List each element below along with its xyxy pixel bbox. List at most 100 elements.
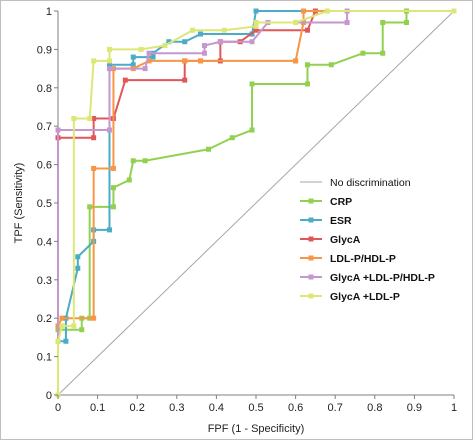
data-point bbox=[126, 177, 132, 183]
y-tick-label: 0.7 bbox=[37, 121, 52, 133]
y-tick-label: 1 bbox=[46, 6, 52, 18]
data-point bbox=[403, 20, 409, 26]
data-point bbox=[130, 62, 136, 68]
data-point bbox=[451, 8, 457, 14]
data-point bbox=[198, 58, 204, 64]
y-tick-label: 0 bbox=[46, 390, 52, 402]
x-tick-label: 0.1 bbox=[90, 402, 105, 414]
legend-item-no-discrimination: No discrimination bbox=[300, 177, 411, 189]
data-point bbox=[293, 20, 299, 26]
data-point bbox=[87, 204, 93, 210]
y-tick-label: 0.4 bbox=[37, 236, 52, 248]
data-point bbox=[110, 185, 116, 191]
data-point bbox=[142, 158, 148, 164]
legend-item-glyca: GlycA bbox=[300, 234, 361, 246]
data-point bbox=[253, 27, 259, 33]
x-tick-label: 0.7 bbox=[328, 402, 343, 414]
data-point bbox=[91, 165, 97, 171]
data-point bbox=[79, 327, 85, 333]
data-point bbox=[106, 66, 112, 72]
legend-item-crp: CRP bbox=[300, 196, 352, 208]
data-point bbox=[59, 315, 65, 321]
data-point bbox=[138, 46, 144, 52]
legend-label: CRP bbox=[330, 196, 352, 208]
data-point bbox=[91, 315, 97, 321]
data-point bbox=[217, 39, 223, 45]
data-point bbox=[146, 50, 152, 56]
legend-item-glyca-ldl-p-hdl-p: GlycA +LDL-P/HDL-P bbox=[300, 272, 435, 284]
data-point bbox=[380, 50, 386, 56]
legend-swatch-marker bbox=[308, 274, 314, 280]
data-point bbox=[202, 43, 208, 49]
x-tick-label: 0.9 bbox=[407, 402, 422, 414]
data-point bbox=[63, 338, 69, 344]
data-point bbox=[71, 323, 77, 329]
data-point bbox=[304, 62, 310, 68]
data-point bbox=[55, 127, 61, 133]
data-point bbox=[304, 27, 310, 33]
data-point bbox=[202, 50, 208, 56]
x-axis-label: FPF (1 - Specificity) bbox=[208, 423, 305, 435]
data-point bbox=[304, 81, 310, 87]
data-point bbox=[190, 27, 196, 33]
data-point bbox=[106, 127, 112, 133]
data-point bbox=[87, 116, 93, 122]
legend-label: GlycA bbox=[330, 234, 361, 246]
tick-labels: 0 0.1 0.2 0.3 0.4 0.5 0.6 0.7 0.8 0.9 1 0 0.1 0.2 0.3 0… bbox=[37, 6, 457, 414]
data-point bbox=[55, 338, 61, 344]
data-point bbox=[182, 77, 188, 83]
x-tick-label: 0.3 bbox=[169, 402, 184, 414]
data-point bbox=[75, 265, 81, 271]
y-tick-label: 0.5 bbox=[37, 198, 52, 210]
data-point bbox=[221, 27, 227, 33]
series-line bbox=[57, 10, 454, 395]
data-point bbox=[110, 165, 116, 171]
legend-label: LDL-P/HDL-P bbox=[330, 253, 396, 265]
data-point bbox=[106, 62, 112, 68]
legend-swatch-marker bbox=[308, 236, 314, 242]
data-point bbox=[122, 77, 128, 83]
x-tick-label: 1 bbox=[451, 402, 457, 414]
data-point bbox=[146, 58, 152, 64]
data-point bbox=[142, 66, 148, 72]
data-point bbox=[182, 39, 188, 45]
data-point bbox=[328, 62, 334, 68]
legend-item-glyca-ldl-p: GlycA +LDL-P bbox=[300, 291, 400, 303]
y-axis-label: TPF (Sensitivity) bbox=[13, 163, 25, 244]
legend-label: GlycA +LDL-P bbox=[330, 291, 400, 303]
x-tick-label: 0.6 bbox=[288, 402, 303, 414]
data-point bbox=[91, 58, 97, 64]
y-tick-label: 0.2 bbox=[37, 313, 52, 325]
data-point bbox=[59, 323, 65, 329]
data-point bbox=[253, 20, 259, 26]
series-line bbox=[57, 10, 454, 395]
data-point bbox=[198, 31, 204, 37]
data-point bbox=[106, 46, 112, 52]
series-glyca-ldl-p bbox=[55, 8, 457, 398]
legend-swatch-marker bbox=[308, 198, 314, 204]
data-point bbox=[166, 39, 172, 45]
x-tick-label: 0 bbox=[55, 402, 61, 414]
data-point bbox=[293, 58, 299, 64]
data-point bbox=[162, 43, 168, 49]
y-tick-label: 0.3 bbox=[37, 275, 52, 287]
legend-item-esr: ESR bbox=[300, 215, 352, 227]
data-point bbox=[130, 158, 136, 164]
data-point bbox=[249, 39, 255, 45]
data-point bbox=[106, 58, 112, 64]
data-point bbox=[205, 146, 211, 152]
data-point bbox=[130, 54, 136, 60]
data-point bbox=[75, 254, 81, 260]
reference-line bbox=[57, 10, 455, 396]
data-point bbox=[324, 8, 330, 14]
data-point bbox=[91, 135, 97, 141]
data-point bbox=[71, 116, 77, 122]
legend-label: No discrimination bbox=[330, 177, 411, 189]
data-point bbox=[150, 54, 156, 60]
data-point bbox=[249, 127, 255, 133]
data-point bbox=[253, 8, 259, 14]
data-point bbox=[106, 227, 112, 233]
data-point bbox=[301, 8, 307, 14]
